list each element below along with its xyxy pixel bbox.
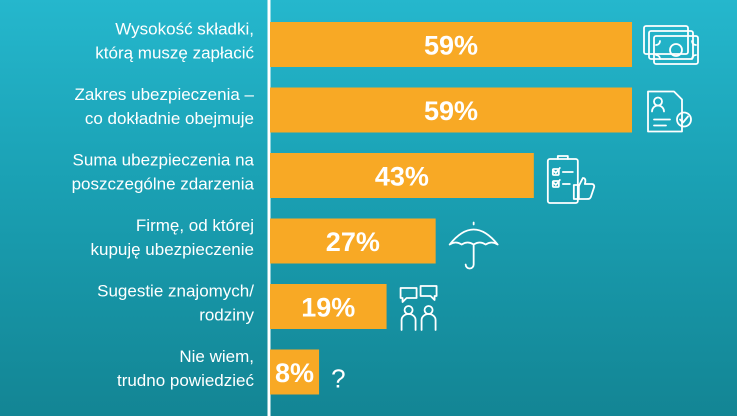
- question-mark-icon: ?: [331, 364, 345, 394]
- category-label-line: Wysokość składki,: [115, 20, 254, 39]
- category-label-line: Zakres ubezpieczenia –: [74, 85, 254, 104]
- value-label: 27%: [326, 227, 380, 257]
- value-label: 19%: [301, 293, 355, 323]
- value-label: 43%: [375, 162, 429, 192]
- category-label-line: Firmę, od której: [136, 216, 254, 235]
- category-label-line: poszczególne zdarzenia: [72, 175, 255, 194]
- bar: [270, 22, 632, 67]
- category-label: Suma ubezpieczenia na poszczególne zdarze…: [72, 151, 255, 194]
- bar: [270, 284, 387, 329]
- category-label-line: Suma ubezpieczenia na: [73, 151, 255, 170]
- value-label: 59%: [424, 31, 478, 61]
- category-label: Sugestie znajomych/rodziny: [97, 282, 254, 325]
- insurance-document-icon: [647, 90, 692, 133]
- category-label: Nie wiem, trudno powiedzieć: [117, 347, 255, 390]
- banknotes-icon: [643, 25, 699, 65]
- bar: [270, 153, 534, 198]
- value-label: 59%: [424, 96, 478, 126]
- category-label-line: którą muszę zapłacić: [95, 44, 254, 63]
- umbrella-icon: [448, 221, 499, 270]
- bar: [270, 349, 320, 395]
- bar: [270, 218, 436, 264]
- category-label-line: Sugestie znajomych/: [97, 282, 254, 301]
- category-label-line: kupuję ubezpieczenie: [90, 240, 254, 259]
- category-label: Wysokość składki, którą muszę zapłacić: [95, 20, 254, 63]
- bar: [270, 87, 632, 133]
- category-label: Zakres ubezpieczenia – co dokładnie obejm…: [74, 85, 254, 128]
- category-label-line: rodziny: [199, 306, 254, 325]
- svg-text:?: ?: [331, 364, 345, 394]
- category-label: Firmę, od której kupuję ubezpieczenie: [90, 216, 254, 259]
- category-label-line: co dokładnie obejmuje: [85, 109, 254, 128]
- checklist-thumbs-up-icon: [546, 155, 596, 204]
- category-label-line: Nie wiem,: [179, 347, 254, 366]
- value-label: 8%: [275, 358, 314, 388]
- category-label-line: trudno powiedzieć: [117, 371, 255, 390]
- people-chat-icon: [399, 285, 438, 331]
